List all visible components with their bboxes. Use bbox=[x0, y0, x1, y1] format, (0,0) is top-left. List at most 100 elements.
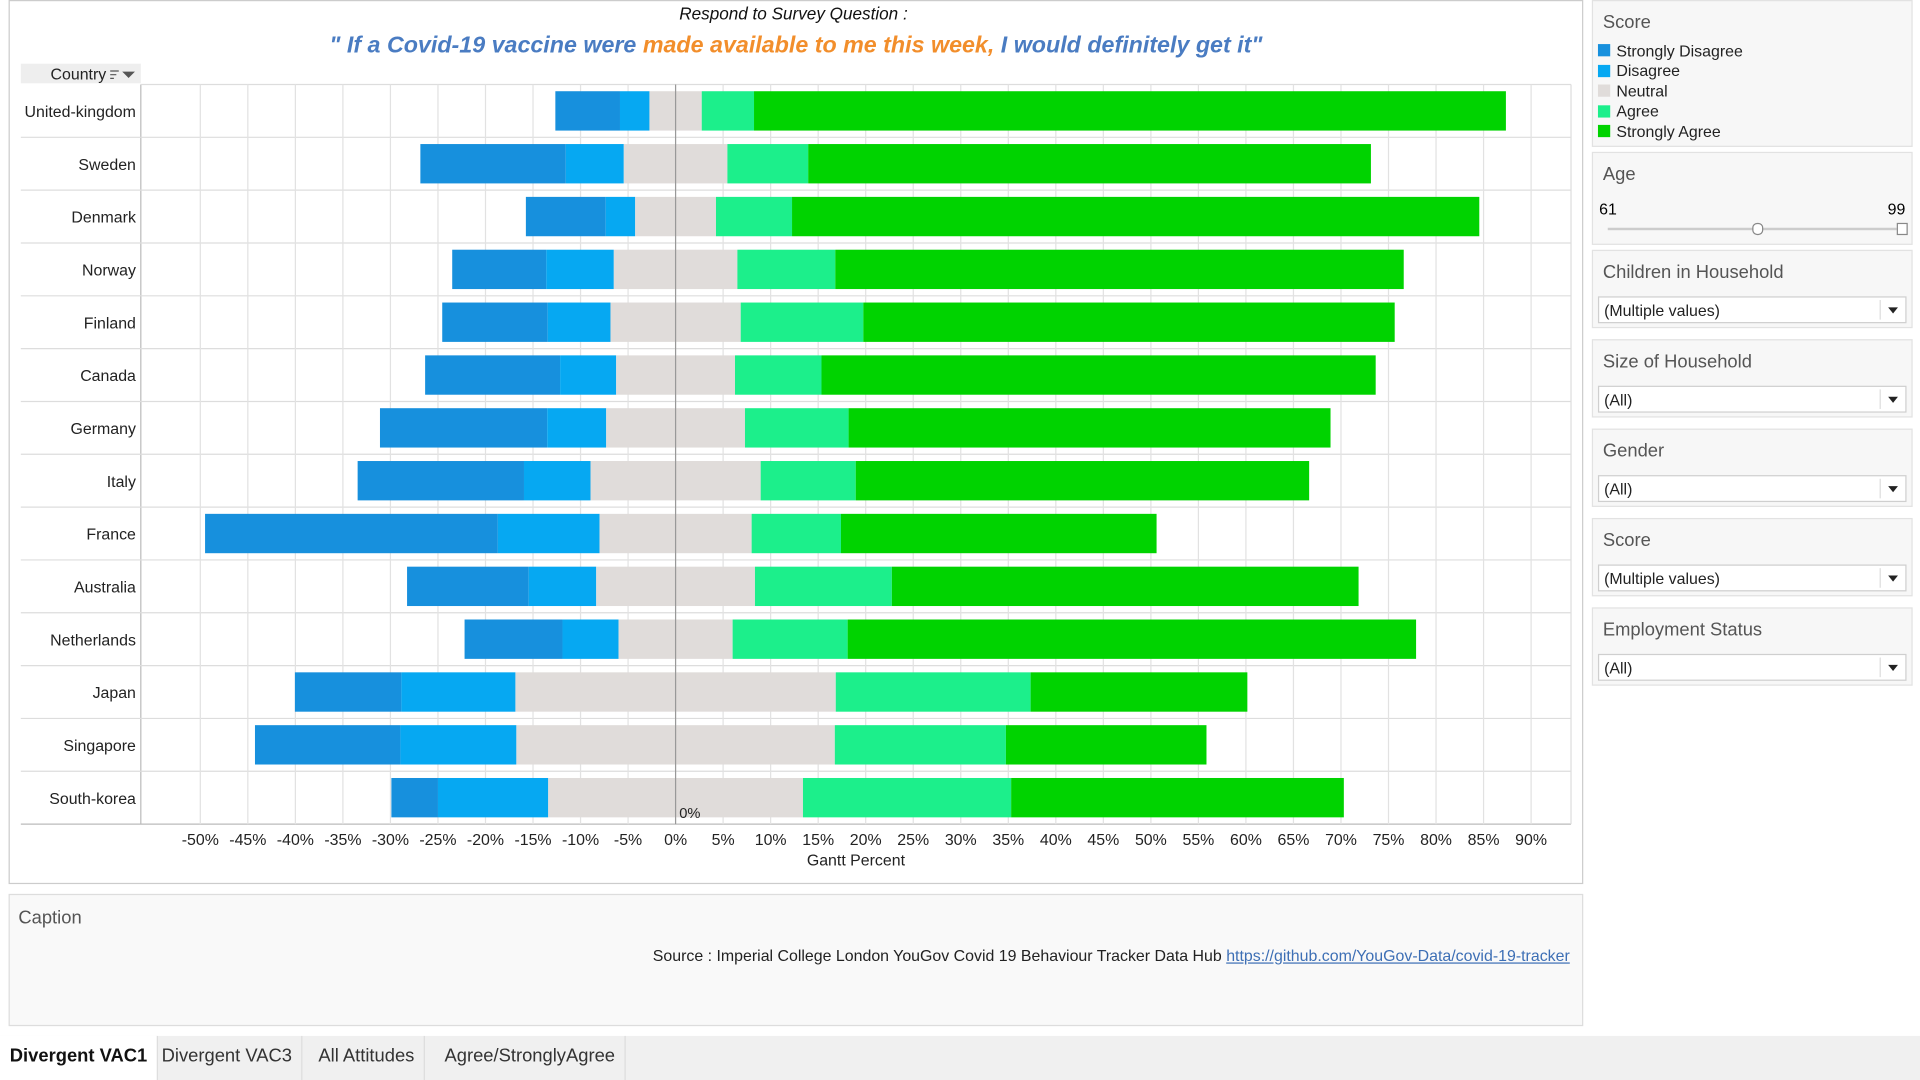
bar-segment bbox=[464, 619, 563, 659]
bar-segment bbox=[528, 566, 597, 607]
x-tick-label: -40% bbox=[277, 832, 314, 849]
chart-title: " If a Covid-19 vaccine were made availa… bbox=[329, 32, 1263, 58]
x-tick-label: -30% bbox=[372, 832, 409, 849]
legend-item[interactable]: Strongly Disagree bbox=[1597, 40, 1911, 60]
tab[interactable]: Divergent VAC3 bbox=[152, 1035, 303, 1080]
legend-swatch bbox=[1597, 125, 1611, 138]
legend-swatch bbox=[1597, 44, 1611, 57]
bar-segment bbox=[547, 408, 607, 448]
x-tick-label: -35% bbox=[324, 832, 361, 849]
y-tick-label: Finland bbox=[84, 315, 136, 332]
link[interactable]: https://github.com/YouGov-Data/covid-19-… bbox=[1226, 946, 1570, 965]
caption-panel: Caption Source : Imperial College London… bbox=[8, 893, 1584, 1027]
dropdown[interactable]: (All) bbox=[1597, 385, 1907, 413]
chart-subtitle: Respond to Survey Question : bbox=[679, 4, 908, 24]
x-tick-label: 5% bbox=[712, 832, 735, 849]
x-tick-label: -25% bbox=[419, 832, 456, 849]
dropdown[interactable]: (Multiple values) bbox=[1597, 564, 1907, 592]
y-tick-label: Germany bbox=[70, 421, 135, 438]
dropdown[interactable]: (All) bbox=[1597, 653, 1907, 681]
bar-segment bbox=[379, 408, 548, 448]
caption-text: Source : Imperial College London YouGov … bbox=[653, 947, 1570, 965]
sort-icon[interactable] bbox=[110, 70, 135, 79]
bar-segment bbox=[855, 461, 1310, 501]
slider-handle[interactable] bbox=[1752, 222, 1764, 236]
slider-handle[interactable] bbox=[1896, 222, 1908, 236]
bar-segment bbox=[863, 302, 1395, 342]
x-tick-label: 20% bbox=[850, 832, 882, 849]
y-tick-label: Italy bbox=[107, 474, 136, 491]
legend-swatch bbox=[1597, 64, 1611, 77]
x-tick-label: 25% bbox=[897, 832, 929, 849]
x-tick-label: 90% bbox=[1515, 832, 1547, 849]
bar-segment bbox=[740, 302, 864, 342]
bar-segment bbox=[407, 566, 529, 607]
legend-swatch bbox=[1597, 105, 1611, 118]
filter-title: Size of Household bbox=[1602, 351, 1752, 373]
dropdown[interactable]: (Multiple values) bbox=[1597, 296, 1907, 324]
bar-segment bbox=[619, 91, 650, 131]
bar-segment bbox=[547, 302, 611, 342]
bar-segment bbox=[891, 566, 1359, 607]
legend-item[interactable]: Agree bbox=[1597, 101, 1911, 121]
filter-title: Children in Household bbox=[1602, 262, 1784, 283]
legend-item[interactable]: Strongly Agree bbox=[1597, 121, 1911, 141]
x-tick-label: -50% bbox=[182, 832, 219, 849]
bar-segment bbox=[802, 777, 1012, 818]
bar-segment bbox=[437, 777, 549, 818]
filter-panel: Score (Multiple values) bbox=[1591, 517, 1913, 597]
y-tick-label: Japan bbox=[93, 685, 136, 702]
x-tick-label: -5% bbox=[614, 832, 642, 849]
bar-segment bbox=[391, 777, 438, 818]
legend-swatch bbox=[1597, 84, 1611, 98]
filter-title: Age bbox=[1602, 164, 1636, 185]
x-tick-label: 75% bbox=[1373, 832, 1405, 849]
bar-segment bbox=[401, 672, 516, 712]
bar-segment bbox=[357, 461, 524, 501]
filter-title: Gender bbox=[1602, 440, 1665, 462]
x-tick-label: 35% bbox=[992, 832, 1024, 849]
bar-segment bbox=[792, 196, 1480, 237]
bar-segment bbox=[735, 355, 822, 395]
caption-title: Caption bbox=[18, 907, 82, 929]
y-header: Country bbox=[51, 67, 107, 84]
tab[interactable]: Agree/StronglyAgree bbox=[435, 1035, 627, 1080]
bar-segment bbox=[497, 513, 600, 554]
x-tick-label: -20% bbox=[467, 832, 504, 849]
bar-segment bbox=[754, 566, 892, 607]
bar-segment bbox=[420, 144, 566, 184]
bar-segment bbox=[848, 408, 1331, 448]
legend-panel: Score Strongly Disagree Disagree Neutral Ag… bbox=[1591, 0, 1913, 147]
bar-segment bbox=[737, 249, 836, 290]
x-tick-label: 0% bbox=[664, 832, 687, 849]
tab[interactable]: All Attitudes bbox=[309, 1035, 426, 1080]
bar-segment bbox=[525, 196, 606, 237]
x-tick-label: 70% bbox=[1325, 832, 1357, 849]
legend-item[interactable]: Disagree bbox=[1597, 61, 1911, 81]
y-tick-label: United-kingdom bbox=[25, 104, 136, 121]
bar-segment bbox=[1005, 725, 1207, 765]
y-tick-label: Norway bbox=[82, 263, 136, 280]
legend-label: Strongly Disagree bbox=[1616, 41, 1743, 60]
x-tick-label: -45% bbox=[229, 832, 266, 849]
bar-segment bbox=[294, 672, 402, 712]
bar-segment bbox=[560, 355, 617, 395]
x-tick-label: 10% bbox=[755, 832, 787, 849]
bar-segment bbox=[835, 249, 1404, 290]
filter-title: Employment Status bbox=[1602, 619, 1763, 641]
legend: Strongly Disagree Disagree Neutral Agree Str… bbox=[1593, 40, 1911, 141]
tab[interactable]: Divergent VAC1 bbox=[0, 1035, 159, 1080]
bar-segment bbox=[452, 249, 547, 290]
x-tick-label: 50% bbox=[1135, 832, 1167, 849]
bar-segment bbox=[821, 355, 1376, 395]
dropdown[interactable]: (All) bbox=[1597, 475, 1907, 503]
filter-panel: Children in Household (Multiple values) bbox=[1591, 249, 1913, 329]
legend-item[interactable]: Neutral bbox=[1597, 81, 1911, 101]
bar-segment bbox=[523, 461, 591, 501]
title-part: " If a Covid-19 vaccine were bbox=[329, 32, 642, 58]
bar-segment bbox=[565, 144, 624, 184]
bar-segment bbox=[760, 461, 856, 501]
bar-segment bbox=[1030, 672, 1248, 712]
bar-segment bbox=[744, 408, 849, 448]
